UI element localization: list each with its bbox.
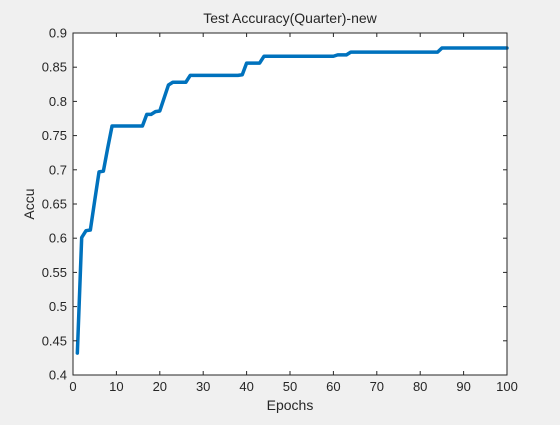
x-tick-label: 20 bbox=[153, 379, 167, 394]
data-layer bbox=[75, 46, 509, 355]
x-tick-label: 100 bbox=[496, 379, 518, 394]
y-tick-label: 0.55 bbox=[42, 265, 67, 280]
x-tick-label: 0 bbox=[69, 379, 76, 394]
x-tick-label: 50 bbox=[283, 379, 297, 394]
x-tick-label: 60 bbox=[326, 379, 340, 394]
y-tick-label: 0.75 bbox=[42, 128, 67, 143]
y-tick-label: 0.5 bbox=[49, 299, 67, 314]
y-tick-label: 0.7 bbox=[49, 162, 67, 177]
x-tick-label: 40 bbox=[239, 379, 253, 394]
x-tick-label: 70 bbox=[370, 379, 384, 394]
y-tick-label: 0.4 bbox=[49, 368, 67, 383]
y-tick-label: 0.6 bbox=[49, 231, 67, 246]
y-tick-label: 0.45 bbox=[42, 333, 67, 348]
x-tick-label: 90 bbox=[456, 379, 470, 394]
y-tick-label: 0.8 bbox=[49, 94, 67, 109]
chart-title: Test Accuracy(Quarter)-new bbox=[203, 10, 377, 26]
x-tick-label: 10 bbox=[109, 379, 123, 394]
y-axis-label: Accu bbox=[21, 188, 37, 219]
series-line-0 bbox=[75, 46, 509, 355]
y-tick-label: 0.85 bbox=[42, 60, 67, 75]
text-layer: 0 10 20 30 40 50 60 70 80 90 100 0.4 0.45 0.5 0.55 0.6 0… bbox=[21, 10, 518, 413]
x-axis-label: Epochs bbox=[267, 397, 314, 413]
y-tick-label: 0.9 bbox=[49, 26, 67, 41]
y-tick-label: 0.65 bbox=[42, 197, 67, 212]
plot-area bbox=[73, 33, 507, 375]
x-tick-label: 30 bbox=[196, 379, 210, 394]
axes-layer bbox=[72, 32, 508, 376]
x-tick-label: 80 bbox=[413, 379, 427, 394]
